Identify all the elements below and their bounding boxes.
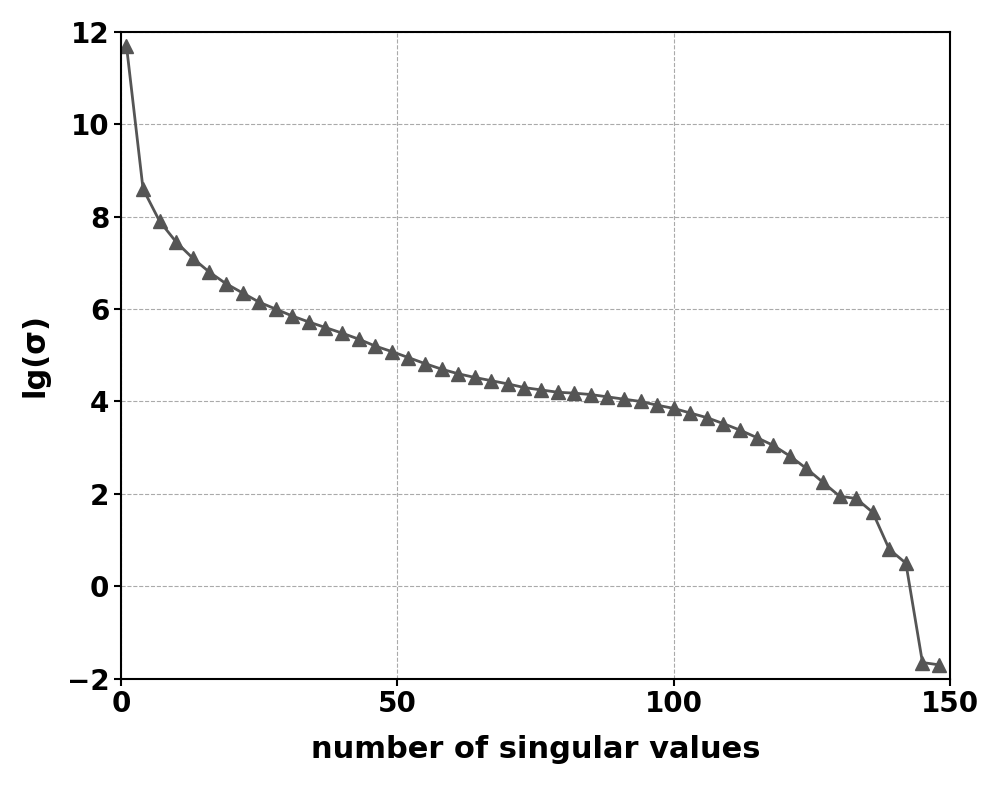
Y-axis label: lg(σ): lg(σ) <box>21 313 50 397</box>
X-axis label: number of singular values: number of singular values <box>311 736 760 764</box>
